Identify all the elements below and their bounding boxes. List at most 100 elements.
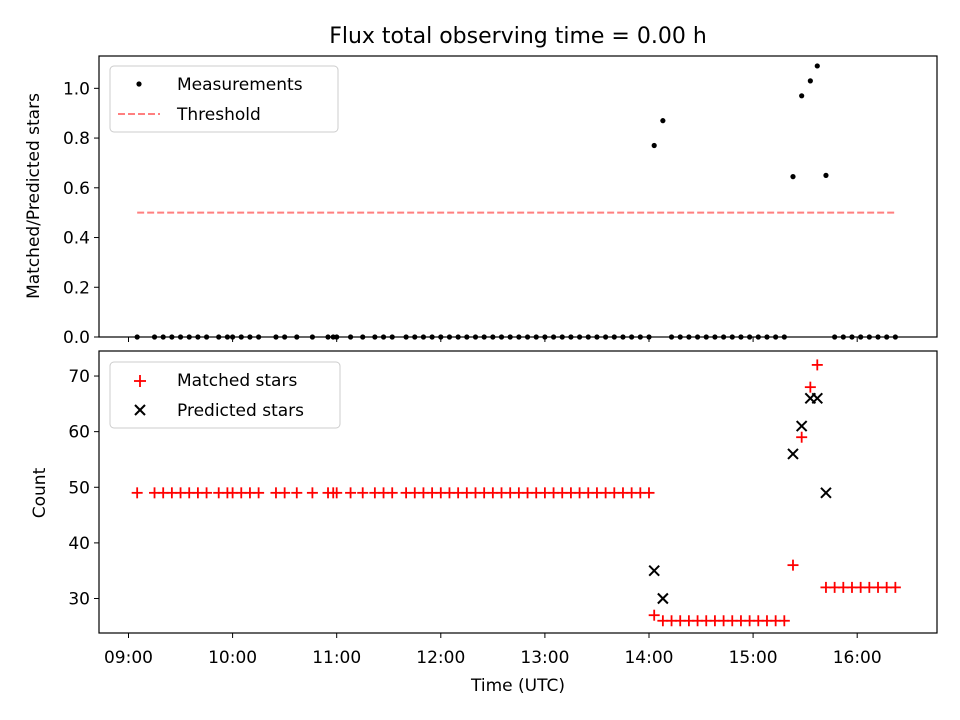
- bottom-y-tick-label: 30: [68, 590, 90, 610]
- measurement-point: [203, 334, 210, 340]
- measurement-point: [334, 334, 340, 340]
- measurement-point: [651, 142, 657, 149]
- matched-star-point: [131, 487, 143, 499]
- measurement-point: [620, 334, 626, 340]
- measurement-point: [755, 334, 761, 340]
- measurement-point: [677, 334, 683, 340]
- legend-predicted-label: Predicted stars: [177, 401, 304, 421]
- measurement-point: [134, 334, 140, 340]
- matched-star-point: [306, 487, 318, 499]
- bottom-y-axis: 30 40 50 60 70: [68, 367, 99, 610]
- measurement-point: [686, 334, 692, 340]
- measurement-point: [498, 334, 505, 340]
- measurement-point: [169, 334, 175, 340]
- top-legend: Measurements Threshold: [109, 65, 339, 133]
- x-tick-label: 11:00: [312, 648, 361, 668]
- x-tick-label: 09:00: [104, 648, 153, 668]
- measurement-point: [347, 334, 354, 340]
- measurement-point: [429, 334, 435, 340]
- measurement-point: [294, 334, 300, 340]
- measurement-point: [764, 334, 770, 340]
- bottom-y-tick-label: 70: [68, 367, 90, 387]
- top-y-axis-label: Matched/Predicted stars: [24, 93, 44, 299]
- measurement-point: [875, 334, 881, 340]
- top-y-tick-label: 0.0: [63, 328, 90, 348]
- measurement-point: [858, 334, 864, 340]
- measurement-point: [455, 334, 461, 340]
- measurement-point: [823, 172, 829, 178]
- top-y-tick-label: 0.6: [63, 179, 90, 199]
- measurement-point: [325, 334, 331, 340]
- measurement-point: [186, 334, 192, 340]
- measurement-point: [594, 334, 600, 340]
- measurement-point: [849, 334, 855, 340]
- measurement-point: [524, 334, 531, 340]
- predicted-star-point: [795, 420, 808, 432]
- measurement-point: [629, 334, 635, 340]
- matched-star-point: [811, 359, 823, 371]
- measurement-point: [773, 334, 779, 340]
- chart-title: Flux total observing time = 0.00 h: [329, 24, 707, 49]
- measurement-point: [372, 334, 378, 340]
- measurement-point: [151, 334, 158, 340]
- measurement-point: [247, 334, 253, 340]
- star-count-panel: 30 40 50 60 70 09:00 10:00 11:00 12:00 13:00 14:0…: [30, 350, 938, 696]
- measurement-point: [611, 334, 617, 340]
- measurement-point: [568, 334, 574, 340]
- measurement-point: [195, 334, 201, 340]
- measurement-point: [229, 334, 236, 340]
- measurement-point: [472, 334, 479, 340]
- bottom-legend-box: [109, 361, 341, 429]
- measurement-point: [738, 334, 744, 340]
- measurement-point: [576, 334, 583, 340]
- legend-predicted-marker: [134, 404, 146, 416]
- top-y-tick-label: 0.2: [63, 278, 90, 298]
- measurement-point: [360, 334, 366, 340]
- top-y-tick-label: 0.8: [63, 129, 90, 149]
- measurement-point: [177, 334, 184, 340]
- bottom-x-axis: 09:00 10:00 11:00 12:00 13:00 14:00 15:00 16:00: [104, 633, 882, 668]
- measurement-point: [273, 334, 279, 340]
- x-tick-label: 10:00: [208, 648, 257, 668]
- x-tick-label: 13:00: [520, 648, 569, 668]
- top-y-tick-label: 0.4: [63, 229, 90, 249]
- top-legend-box: [109, 65, 339, 133]
- measurement-point: [420, 334, 427, 340]
- measurement-point: [238, 334, 244, 340]
- measurement-point: [412, 334, 418, 340]
- measurement-point: [840, 334, 846, 340]
- measurement-point: [380, 334, 387, 340]
- measurement-point: [703, 334, 709, 340]
- x-tick-label: 14:00: [624, 648, 673, 668]
- measurement-point: [814, 63, 820, 69]
- measurement-point: [790, 174, 796, 180]
- matched-star-point: [279, 487, 291, 499]
- flux-ratio-panel: Flux total observing time = 0.00 h 0.0 0.…: [24, 24, 938, 348]
- measurement-point: [282, 334, 288, 340]
- matched-star-point: [357, 487, 369, 499]
- measurement-point: [464, 334, 470, 340]
- bottom-y-tick-label: 40: [68, 534, 90, 554]
- legend-measurements-label: Measurements: [177, 75, 303, 95]
- x-tick-label: 16:00: [833, 648, 882, 668]
- measurement-point: [646, 334, 652, 340]
- predicted-star-point: [648, 564, 660, 577]
- measurement-point: [781, 334, 787, 340]
- measurement-point: [216, 334, 222, 340]
- matched-star-point: [804, 381, 816, 393]
- bottom-legend: Matched stars Predicted stars: [109, 361, 341, 429]
- matched-star-point: [386, 487, 398, 499]
- predicted-star-point: [820, 487, 832, 499]
- measurement-point: [446, 334, 453, 340]
- measurement-point: [694, 334, 701, 340]
- predicted-star-point: [787, 448, 799, 460]
- measurement-point: [550, 334, 557, 340]
- measurement-point: [542, 334, 548, 340]
- bottom-plot-area: [131, 359, 901, 627]
- bottom-y-tick-label: 60: [68, 423, 90, 443]
- measurement-point: [747, 334, 753, 340]
- matched-star-point: [796, 431, 808, 443]
- measurement-point: [389, 334, 395, 340]
- measurement-point: [660, 118, 666, 124]
